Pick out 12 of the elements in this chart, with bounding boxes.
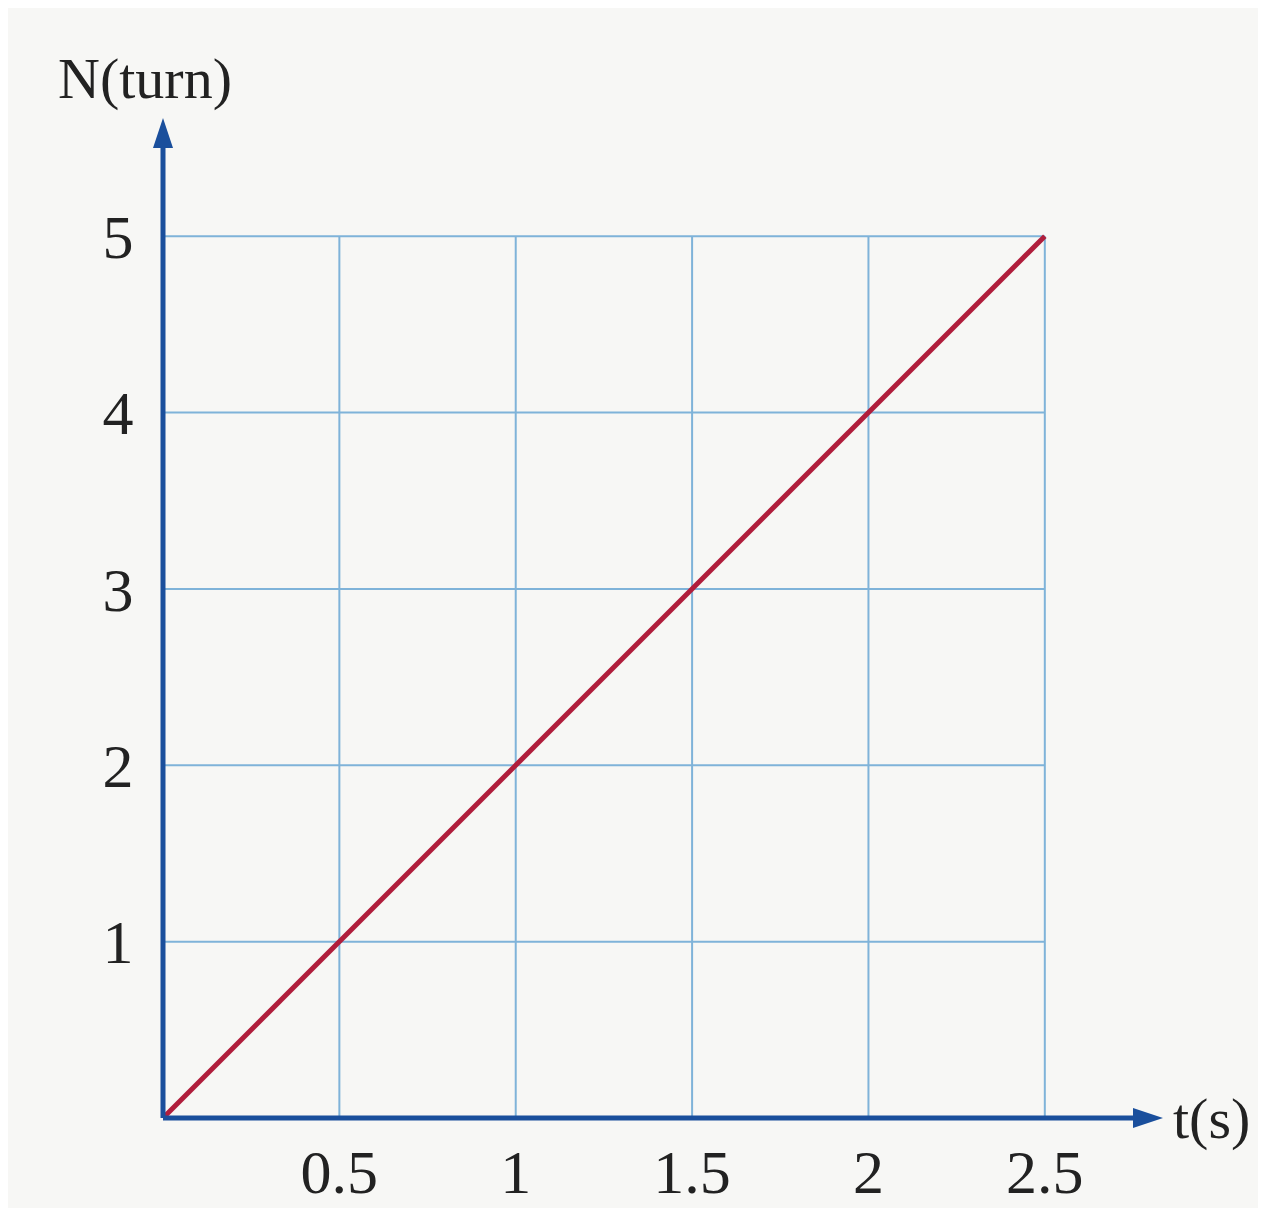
y-tick-label: 3 xyxy=(102,555,134,624)
y-tick-label: 1 xyxy=(102,908,134,977)
x-tick-label: 0.5 xyxy=(300,1138,379,1206)
x-tick-label: 1.5 xyxy=(653,1138,731,1206)
y-tick-label: 5 xyxy=(102,202,134,271)
y-tick-label: 4 xyxy=(102,379,134,448)
x-tick-label: 2.5 xyxy=(1006,1138,1084,1206)
y-tick-label: 2 xyxy=(102,731,134,800)
x-tick-label: 1 xyxy=(500,1138,532,1206)
y-axis-title: N(turn) xyxy=(58,46,232,111)
x-axis-title: t(s) xyxy=(1173,1086,1251,1152)
x-tick-label: 2 xyxy=(852,1138,884,1206)
